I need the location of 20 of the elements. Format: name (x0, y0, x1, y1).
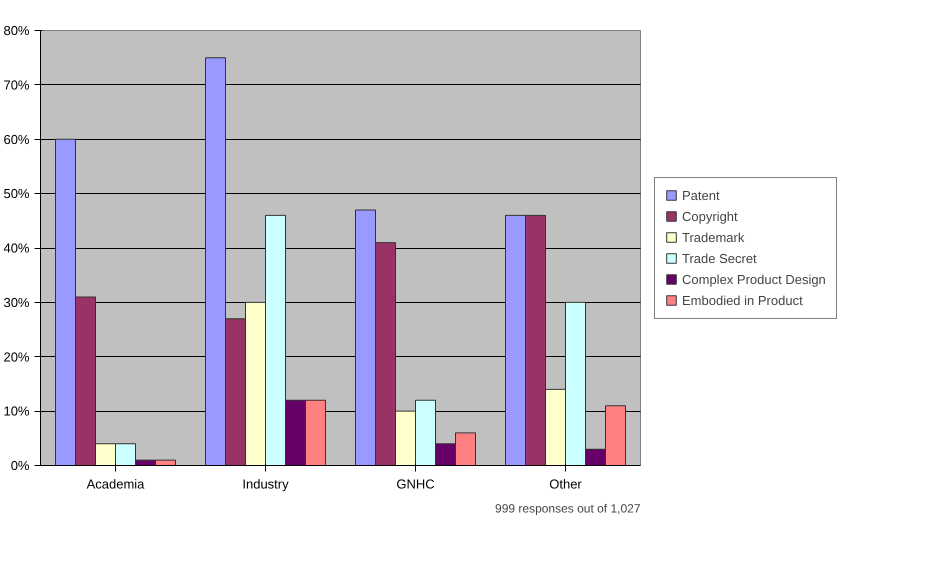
y-tick-label: 70% (3, 77, 30, 92)
legend-label: Embodied in Product (682, 292, 803, 308)
x-tick-label: GNHC (396, 476, 435, 492)
text: 999 responses out of 1,027 (495, 502, 641, 516)
x-tick-label: Industry (242, 476, 290, 492)
y-tick-label: 20% (3, 349, 30, 364)
legend-label: Trade Secret (682, 250, 757, 266)
y-tick-label: 40% (3, 240, 30, 256)
legend-label: Copyright (682, 208, 738, 224)
x-tick-label: Academia (86, 476, 146, 492)
y-tick-label: 0% (10, 458, 30, 473)
y-tick-label: 30% (3, 294, 30, 310)
y-tick-label: 50% (3, 186, 30, 202)
legend-label: Patent (682, 188, 720, 202)
legend-label: Trademark (682, 230, 744, 244)
x-tick-label: Other (549, 476, 582, 492)
y-tick-label: 10% (3, 404, 30, 419)
y-tick-label: 80% (3, 23, 30, 38)
legend-label: Complex Product Design (682, 272, 826, 286)
y-tick-label: 60% (3, 132, 30, 147)
